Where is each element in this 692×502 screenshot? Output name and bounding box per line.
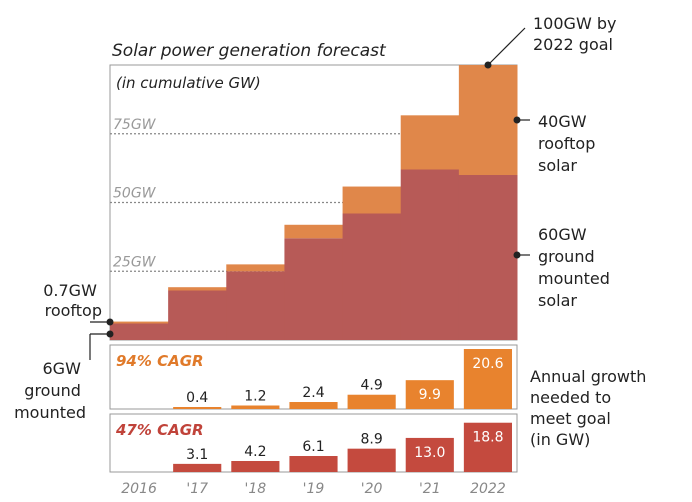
ground-growth-bar — [289, 456, 338, 472]
bar-ground — [284, 238, 344, 340]
ground-growth-bar — [463, 422, 512, 472]
growth-note: Annual growth needed to meet goal (in GW… — [530, 367, 651, 449]
ground-2022-annotation-line: 60GW — [538, 225, 587, 244]
x-tick-label: '18 — [245, 481, 267, 497]
rooftop-2016-callout-dot — [106, 318, 114, 326]
rooftop-growth-bar — [405, 380, 454, 409]
gridline-label: 75GW — [113, 117, 157, 133]
rooftop-2016-annotation-line: rooftop — [45, 301, 102, 320]
bar-rooftop — [342, 186, 402, 214]
bar-ground — [110, 323, 169, 340]
bar-rooftop — [168, 287, 227, 291]
ground-growth-bar — [173, 463, 222, 472]
ground-growth-value-label: 4.2 — [244, 444, 266, 460]
x-tick-label: '21 — [419, 481, 441, 497]
rooftop-growth-bar — [289, 402, 338, 409]
x-tick-label: 2022 — [470, 481, 506, 497]
rooftop-growth-value-label: 0.4 — [186, 390, 208, 406]
bar-rooftop — [226, 264, 285, 272]
bar-ground — [342, 213, 402, 340]
rooftop-2016-annotation: 0.7GW rooftop — [43, 281, 102, 320]
goal-annotation: 100GW by 2022 goal — [533, 14, 622, 54]
ground-growth-value-label: 8.9 — [361, 432, 383, 448]
rooftop-growth-value-label: 2.4 — [302, 385, 324, 401]
ground-growth-value-label: 18.8 — [472, 430, 503, 446]
rooftop-2016-annotation-line: 0.7GW — [43, 281, 97, 300]
goal-callout-line — [487, 27, 526, 66]
bar-ground — [400, 169, 460, 340]
rooftop-cagr-label: 94% CAGR — [116, 352, 204, 370]
rooftop-2022-annotation-line: 40GW — [538, 112, 587, 131]
x-tick-label: '20 — [361, 481, 383, 497]
x-tick-label: '17 — [186, 481, 208, 497]
growth-note-line: (in GW) — [530, 430, 590, 449]
goal-annotation-line: 100GW by — [533, 14, 616, 33]
ground-2022-annotation-line: ground — [538, 247, 595, 266]
rooftop-2022-callout-dot — [513, 116, 521, 124]
rooftop-2022-annotation-line: solar — [538, 156, 577, 175]
x-tick-label: 2016 — [121, 481, 157, 497]
ground-growth-bar — [405, 437, 454, 472]
bar-rooftop — [458, 65, 518, 175]
ground-growth-bar — [347, 448, 396, 472]
gridline-label: 25GW — [113, 254, 157, 270]
rooftop-growth-bar — [347, 394, 396, 409]
rooftop-growth-value-label: 9.9 — [419, 387, 441, 403]
bar-ground — [458, 175, 518, 340]
ground-growth-bar — [231, 460, 280, 472]
ground-2016-annotation-line: 6GW — [43, 359, 82, 378]
ground-cagr-label: 47% CAGR — [115, 421, 204, 439]
rooftop-growth-bar — [231, 405, 280, 409]
ground-2022-annotation-line: solar — [538, 291, 577, 310]
rooftop-growth-value-label: 1.2 — [244, 389, 266, 405]
bar-ground — [168, 290, 227, 340]
ground-2022-annotation: 60GW ground mounted solar — [538, 225, 615, 310]
bar-rooftop — [110, 321, 169, 324]
ground-2016-callout-dot — [106, 330, 114, 338]
ground-2022-callout-dot — [513, 251, 521, 259]
goal-callout-dot — [484, 61, 492, 69]
rooftop-2022-annotation-line: rooftop — [538, 134, 595, 153]
chart-title: Solar power generation forecast — [112, 41, 387, 61]
growth-note-line: meet goal — [530, 409, 611, 428]
chart-subtitle: (in cumulative GW) — [116, 74, 261, 92]
rooftop-growth-value-label: 20.6 — [472, 356, 503, 372]
ground-2016-annotation-line: mounted — [14, 403, 86, 422]
rooftop-2022-annotation: 40GW rooftop solar — [538, 112, 600, 175]
bar-rooftop — [400, 115, 460, 170]
x-tick-label: '19 — [303, 481, 325, 497]
ground-growth-value-label: 6.1 — [302, 439, 324, 455]
ground-2022-annotation-line: mounted — [538, 269, 610, 288]
rooftop-growth-bar — [173, 407, 222, 409]
growth-note-line: needed to — [530, 388, 611, 407]
bar-ground — [226, 271, 285, 340]
ground-growth-value-label: 13.0 — [414, 445, 445, 461]
rooftop-growth-bar — [463, 349, 512, 409]
rooftop-growth-value-label: 4.9 — [361, 378, 383, 394]
goal-annotation-line: 2022 goal — [533, 35, 613, 54]
ground-growth-value-label: 3.1 — [186, 447, 208, 463]
growth-note-line: Annual growth — [530, 367, 646, 386]
ground-2016-annotation: 6GW ground mounted — [14, 359, 86, 422]
bar-rooftop — [284, 224, 344, 239]
gridline-label: 50GW — [113, 186, 157, 202]
ground-2016-annotation-line: ground — [24, 381, 81, 400]
